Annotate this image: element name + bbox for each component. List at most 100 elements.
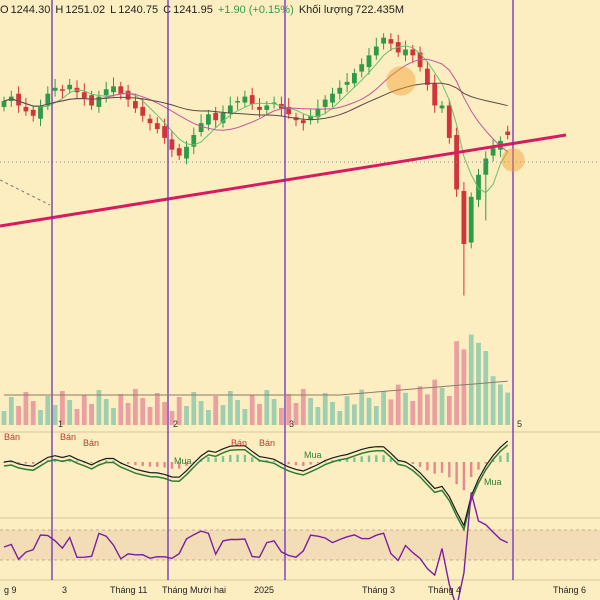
volume-bar <box>162 402 167 425</box>
volume-ma-line <box>4 380 508 396</box>
volume-bar <box>169 411 175 425</box>
candle-body <box>140 106 146 116</box>
candle-body <box>490 148 496 156</box>
volume-bar <box>498 384 503 425</box>
close-value: 1241.95 <box>173 4 213 16</box>
volume-bar <box>38 410 43 425</box>
candle-body <box>439 105 445 109</box>
volume-bar <box>52 405 58 425</box>
volume-bar <box>293 403 299 425</box>
volume-bar <box>23 392 29 425</box>
x-axis-label: Tháng 4 <box>428 585 461 595</box>
candle-body <box>264 105 270 110</box>
x-axis-label: Tháng Mười hai <box>162 585 226 595</box>
volume-bar <box>191 392 197 425</box>
volume-bar <box>490 376 496 425</box>
low-label: L <box>110 4 117 16</box>
candle-body <box>403 49 408 56</box>
macd-histogram-bar <box>24 462 28 464</box>
highlight-circle <box>386 66 416 96</box>
volume-bar <box>483 351 489 425</box>
candle-body <box>308 115 313 121</box>
candle-body <box>38 105 43 119</box>
volume-bar <box>439 387 445 425</box>
volume-bar <box>16 406 21 425</box>
volume-bar <box>468 334 474 425</box>
macd-histogram-bar <box>455 462 458 485</box>
macd-histogram-bar <box>345 458 349 462</box>
volume-bar <box>279 408 284 425</box>
volume-bar <box>264 390 270 425</box>
macd-histogram-bar <box>126 462 130 464</box>
candle-body <box>300 120 306 124</box>
macd-histogram-bar <box>382 455 385 462</box>
candle-body <box>227 105 233 113</box>
open-value: 1244.30 <box>10 4 51 16</box>
volume-bar <box>330 402 335 425</box>
macd-histogram-bar <box>294 462 298 466</box>
macd-histogram-bar <box>32 462 35 464</box>
volume-bar <box>505 392 511 425</box>
candle-body <box>505 131 511 136</box>
volume-bar <box>30 401 36 425</box>
candle-body <box>220 112 226 124</box>
candle-body <box>30 109 36 116</box>
macd-histogram-bar <box>440 462 444 473</box>
ma-slow-line <box>3 82 508 121</box>
candle-body <box>352 73 357 84</box>
macd-histogram-bar <box>141 462 144 467</box>
volume-bar <box>395 384 401 425</box>
macd-histogram-bar <box>105 460 108 462</box>
sell-signal-label: Bán <box>60 432 76 442</box>
macd-histogram-bar <box>470 462 473 478</box>
macd-histogram-bar <box>309 462 312 465</box>
candle-body <box>373 46 379 56</box>
candle-body <box>176 148 182 156</box>
buy-signal-label: Mua <box>174 456 192 466</box>
candle-body <box>111 86 116 93</box>
volume-bar <box>308 398 313 425</box>
volume-bar <box>381 391 386 425</box>
volume-bar <box>344 396 350 425</box>
candle-body <box>118 86 124 94</box>
volume-bar <box>388 399 394 425</box>
macd-histogram-bar <box>316 462 320 464</box>
candle-body <box>89 95 94 106</box>
macd-histogram-bar <box>243 454 247 462</box>
volume-bar <box>198 401 204 425</box>
macd-histogram-bar <box>214 457 217 462</box>
macd-histogram-bar <box>484 462 487 464</box>
candle-body <box>359 64 365 72</box>
volume-bar <box>286 394 292 425</box>
volume-bar <box>74 409 80 425</box>
volume-bar <box>446 396 452 425</box>
volume-bar <box>118 394 124 425</box>
candle-body <box>366 55 372 68</box>
candle-body <box>198 123 204 132</box>
macd-histogram-bar <box>251 457 254 462</box>
candle-body <box>81 92 87 99</box>
volume-bar <box>220 405 226 425</box>
candle-body <box>1 101 7 107</box>
ma-mid-line <box>3 58 509 153</box>
candle-body <box>257 106 262 110</box>
candle-body <box>249 95 255 104</box>
candle-body <box>133 101 138 109</box>
volume-bar <box>184 406 189 425</box>
macd-histogram-bar <box>68 459 71 462</box>
rsi-band <box>0 530 600 560</box>
marker-number: 1 <box>58 419 63 429</box>
macd-histogram-bar <box>97 461 101 463</box>
macd-line <box>3 440 509 528</box>
macd-histogram-bar <box>2 462 6 463</box>
volume-bar <box>176 397 182 425</box>
volume-bar <box>337 411 343 425</box>
macd-histogram-bar <box>75 460 79 462</box>
volume-bar <box>432 379 438 425</box>
volume-bar <box>67 400 73 425</box>
sell-signal-label: Bán <box>231 438 247 448</box>
candle-body <box>461 190 467 244</box>
candle-body <box>425 68 430 85</box>
